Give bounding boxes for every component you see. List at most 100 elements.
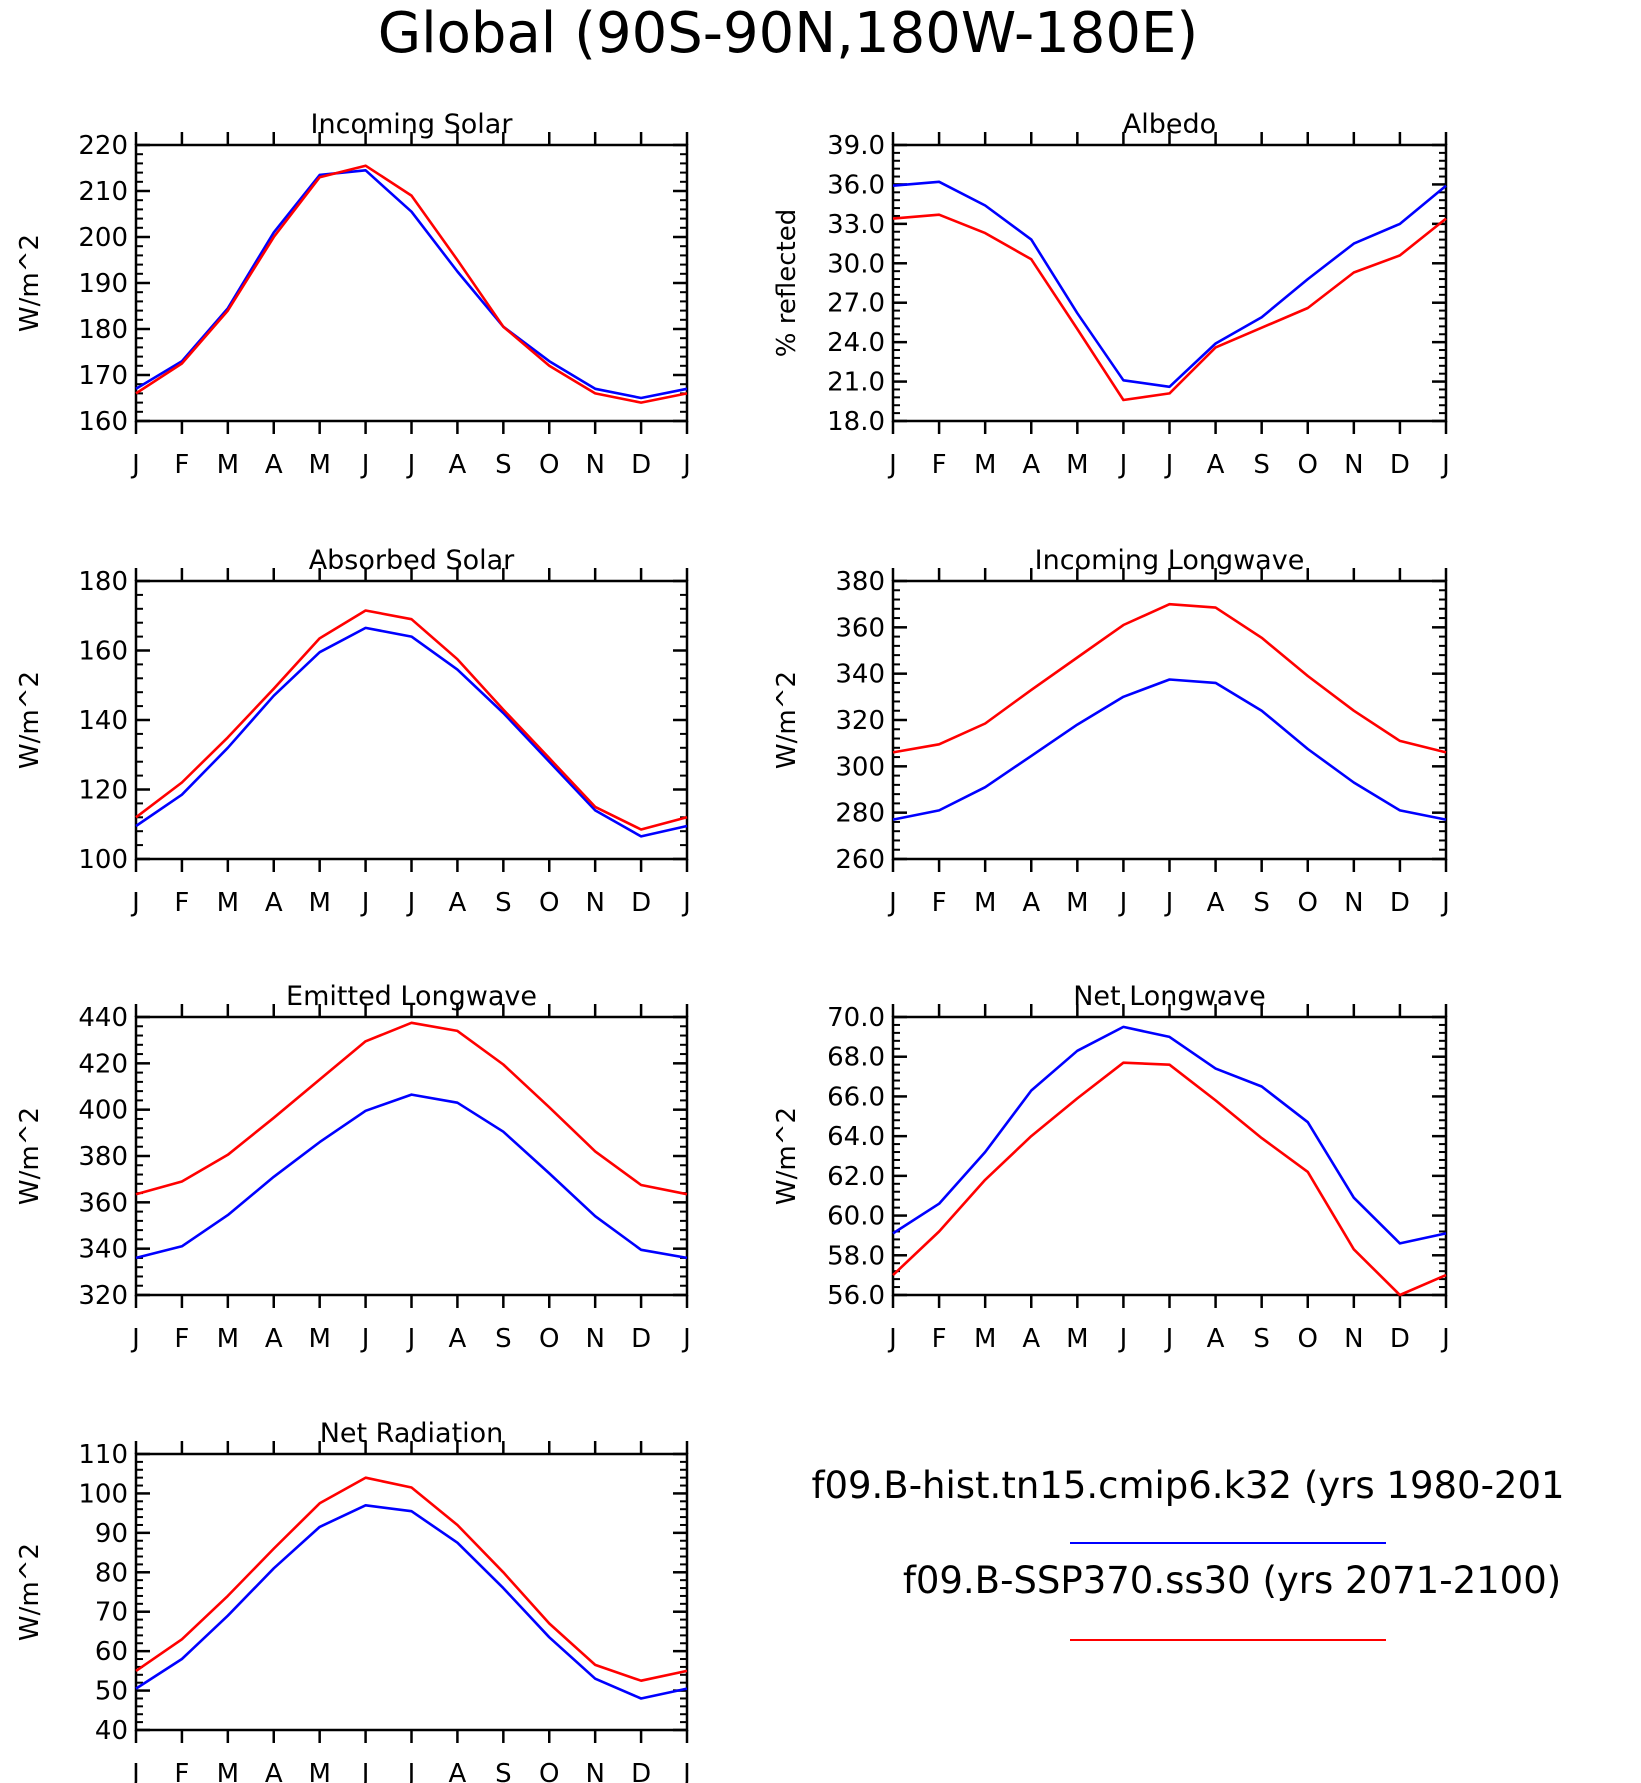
x-tick-label: F	[174, 450, 189, 480]
series-line-ssp-absorbed-solar	[135, 609, 688, 831]
series-line-ssp-albedo	[892, 213, 1447, 402]
y-tick-label: 56.0	[827, 1281, 885, 1311]
x-tick-label: M	[217, 888, 239, 918]
y-tick-label: 320	[835, 706, 885, 736]
x-tick-label: J	[1164, 1324, 1174, 1354]
plot-frame-net-radiation	[134, 1452, 689, 1732]
y-axis-label-albedo: % reflected	[772, 209, 802, 357]
y-tick-label: 90	[95, 1519, 128, 1549]
x-tick-label: J	[1164, 888, 1174, 918]
x-tick-label: J	[887, 450, 897, 480]
x-tick-label: J	[1118, 1324, 1128, 1354]
y-tick-label: 62.0	[827, 1162, 885, 1192]
series-line-hist-net-radiation	[135, 1504, 688, 1700]
x-tick-label: J	[360, 1324, 370, 1354]
y-tick-label: 60	[95, 1637, 128, 1667]
y-tick-label: 210	[78, 177, 128, 207]
x-tick-label: O	[539, 1324, 559, 1354]
y-tick-label: 70	[95, 1598, 128, 1628]
y-tick-label: 110	[78, 1440, 128, 1470]
series-line-ssp-net-longwave	[892, 1061, 1447, 1297]
plot-frame-incoming-longwave	[891, 579, 1448, 861]
y-tick-label: 21.0	[827, 368, 885, 398]
x-tick-label: J	[360, 450, 370, 480]
x-tick-label: A	[449, 1759, 467, 1783]
y-tick-label: 68.0	[827, 1043, 885, 1073]
y-axis-label-emitted-longwave: W/m^2	[15, 1107, 45, 1205]
y-tick-label: 420	[78, 1049, 128, 1079]
x-tick-label: J	[1118, 888, 1128, 918]
plot-frame-emitted-longwave	[134, 1015, 689, 1297]
y-tick-label: 39.0	[827, 131, 885, 161]
x-tick-label: A	[1022, 1324, 1040, 1354]
x-tick-label: S	[495, 450, 512, 480]
x-tick-label: F	[174, 1324, 189, 1354]
y-tick-label: 360	[835, 613, 885, 643]
y-tick-label: 440	[78, 1003, 128, 1033]
series-line-ssp-incoming-solar	[135, 164, 688, 404]
plot-frame-absorbed-solar	[134, 579, 689, 861]
x-tick-label: S	[1253, 1324, 1270, 1354]
x-tick-label: M	[974, 450, 996, 480]
x-tick-label: J	[681, 450, 691, 480]
legend-label-hist: f09.B-hist.tn15.cmip6.k32 (yrs 1980-201	[811, 1464, 1564, 1507]
x-tick-label: N	[585, 1759, 604, 1783]
y-tick-label: 340	[835, 660, 885, 690]
y-tick-label: 60.0	[827, 1202, 885, 1232]
y-axis-label-incoming-longwave: W/m^2	[772, 671, 802, 769]
y-tick-label: 200	[78, 223, 128, 253]
y-tick-label: 180	[78, 567, 128, 597]
x-tick-label: D	[631, 888, 651, 918]
x-tick-label: M	[308, 888, 330, 918]
plot-frame-net-longwave	[891, 1015, 1448, 1297]
x-tick-label: J	[406, 888, 416, 918]
x-tick-label: J	[887, 888, 897, 918]
y-tick-label: 280	[835, 799, 885, 829]
y-tick-label: 70.0	[827, 1003, 885, 1033]
y-tick-label: 100	[78, 845, 128, 875]
x-tick-label: D	[631, 1759, 651, 1783]
y-tick-label: 36.0	[827, 170, 885, 200]
x-tick-label: D	[1390, 888, 1410, 918]
y-axis-label-net-longwave: W/m^2	[772, 1107, 802, 1205]
x-tick-label: J	[406, 1324, 416, 1354]
x-tick-label: N	[1344, 450, 1363, 480]
y-tick-label: 40	[95, 1716, 128, 1746]
y-axis-label-incoming-solar: W/m^2	[15, 234, 45, 332]
x-tick-label: J	[681, 1759, 691, 1783]
x-tick-label: O	[539, 450, 559, 480]
x-tick-label: J	[360, 888, 370, 918]
y-tick-label: 360	[78, 1188, 128, 1218]
x-tick-label: N	[1344, 1324, 1363, 1354]
x-tick-label: O	[1298, 888, 1318, 918]
x-tick-label: A	[449, 450, 467, 480]
legend: f09.B-hist.tn15.cmip6.k32 (yrs 1980-201 …	[811, 1464, 1565, 1641]
x-tick-label: J	[681, 888, 691, 918]
x-tick-label: A	[1207, 450, 1225, 480]
x-tick-label: M	[217, 1759, 239, 1783]
y-tick-label: 160	[78, 407, 128, 437]
x-tick-label: J	[406, 450, 416, 480]
x-tick-label: F	[932, 1324, 947, 1354]
x-tick-label: J	[1440, 888, 1450, 918]
y-tick-label: 80	[95, 1558, 128, 1588]
x-tick-label: F	[932, 888, 947, 918]
x-tick-label: J	[1440, 450, 1450, 480]
y-tick-label: 66.0	[827, 1082, 885, 1112]
x-tick-label: J	[1164, 450, 1174, 480]
y-tick-label: 190	[78, 269, 128, 299]
x-tick-label: A	[265, 1324, 283, 1354]
x-tick-label: M	[217, 450, 239, 480]
y-axis-label-absorbed-solar: W/m^2	[15, 671, 45, 769]
x-tick-label: D	[631, 450, 651, 480]
x-tick-label: D	[1390, 1324, 1410, 1354]
plot-frame-albedo	[891, 143, 1448, 423]
series-line-hist-absorbed-solar	[135, 626, 688, 838]
x-tick-label: M	[1066, 1324, 1088, 1354]
x-tick-label: J	[130, 450, 140, 480]
y-tick-label: 380	[78, 1142, 128, 1172]
